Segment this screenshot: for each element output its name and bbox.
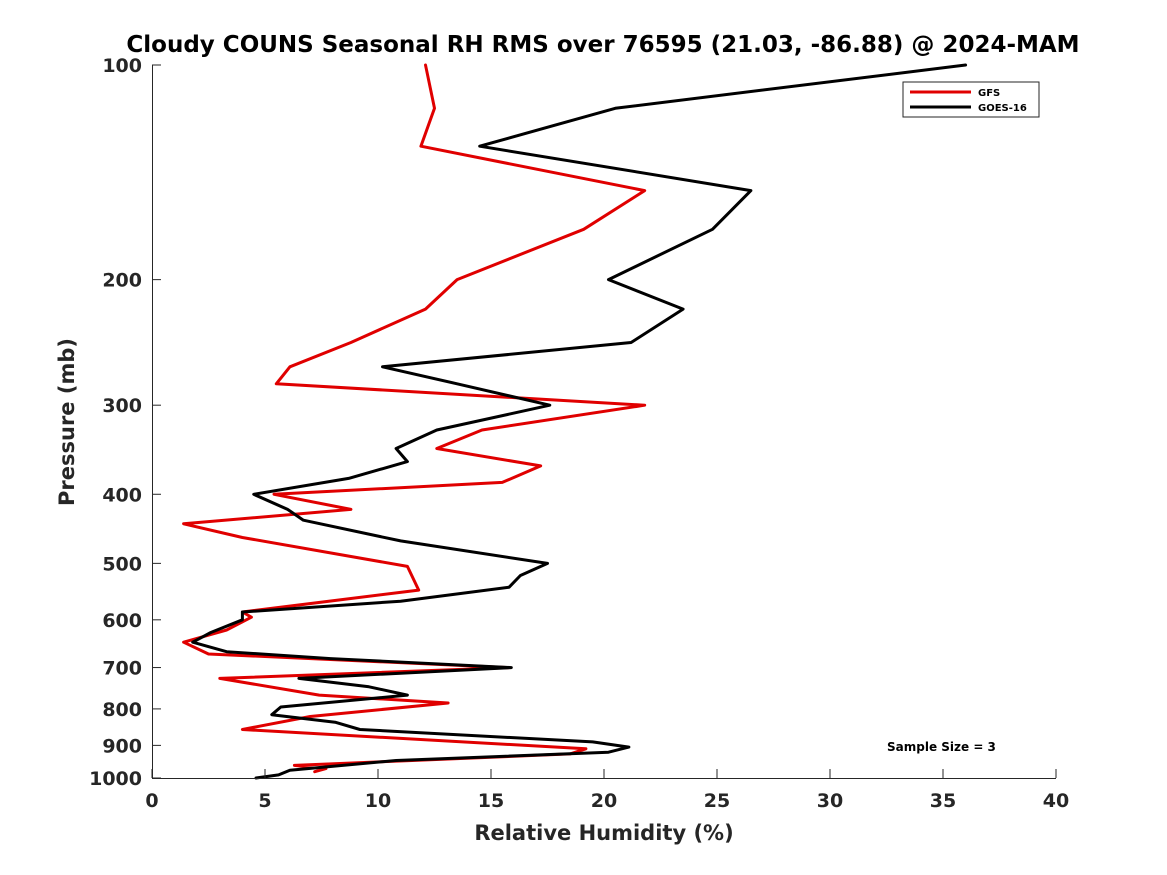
y-tick-label: 1000: [89, 768, 142, 790]
legend-gfs-label: GFS: [978, 88, 1000, 99]
x-tick-label: 10: [365, 790, 391, 812]
x-tick-label: 40: [1043, 790, 1069, 812]
series-line-goes-16: [191, 63, 968, 780]
y-tick-label: 900: [102, 735, 142, 757]
x-tick-label: 5: [258, 790, 271, 812]
x-tick-label: 20: [591, 790, 617, 812]
series-line-gfs: [182, 63, 647, 774]
y-axis-title: Pressure (mb): [55, 338, 79, 506]
legend: GFS GOES-16: [902, 81, 1040, 118]
legend-goes-label: GOES-16: [978, 103, 1027, 114]
y-tick-label: 400: [102, 484, 142, 506]
y-axis-ticks: 100 200 300 400 500 600 700 800 900 1000: [89, 55, 161, 790]
plot-lines: [182, 63, 968, 780]
x-tick-label: 15: [478, 790, 504, 812]
y-tick-label: 300: [102, 395, 142, 417]
x-tick-label: 0: [145, 790, 158, 812]
x-axis-ticks: 0 5 10 15 20 25 30 35 40: [145, 769, 1069, 812]
y-tick-label: 800: [102, 699, 142, 721]
x-tick-label: 25: [704, 790, 730, 812]
x-axis-title: Relative Humidity (%): [474, 821, 733, 845]
y-tick-label: 100: [102, 55, 142, 77]
y-tick-label: 700: [102, 658, 142, 680]
legend-box: [902, 81, 1040, 118]
y-tick-label: 600: [102, 610, 142, 632]
x-tick-label: 35: [930, 790, 956, 812]
y-tick-label: 500: [102, 553, 142, 575]
y-tick-label: 200: [102, 270, 142, 292]
sample-size-annotation: Sample Size = 3: [887, 740, 996, 754]
x-tick-label: 30: [817, 790, 843, 812]
chart-title: Cloudy COUNS Seasonal RH RMS over 76595 …: [126, 32, 1079, 58]
